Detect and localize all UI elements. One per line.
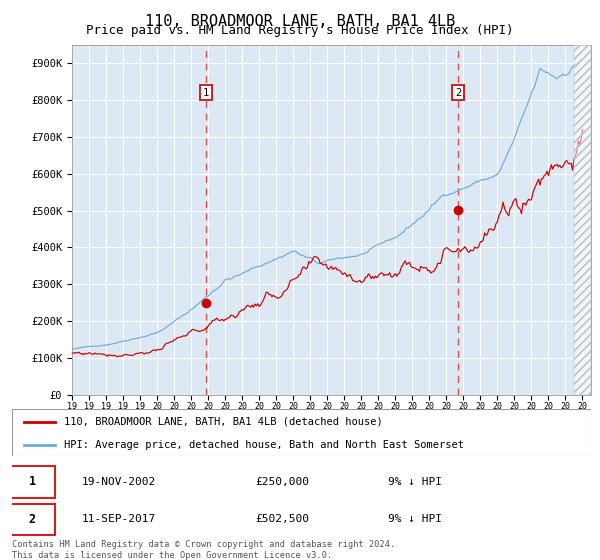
Text: 1: 1	[203, 88, 209, 97]
Polygon shape	[574, 45, 591, 395]
Text: 2: 2	[29, 513, 36, 526]
Text: £502,500: £502,500	[255, 515, 309, 525]
Text: Price paid vs. HM Land Registry's House Price Index (HPI): Price paid vs. HM Land Registry's House …	[86, 24, 514, 37]
FancyBboxPatch shape	[9, 466, 55, 497]
Text: Contains HM Land Registry data © Crown copyright and database right 2024.
This d: Contains HM Land Registry data © Crown c…	[12, 540, 395, 560]
Text: 2: 2	[455, 88, 461, 97]
Text: £250,000: £250,000	[255, 477, 309, 487]
FancyBboxPatch shape	[12, 409, 591, 456]
Text: 19-NOV-2002: 19-NOV-2002	[82, 477, 156, 487]
Text: HPI: Average price, detached house, Bath and North East Somerset: HPI: Average price, detached house, Bath…	[64, 440, 464, 450]
Text: 1: 1	[29, 475, 36, 488]
Text: 9% ↓ HPI: 9% ↓ HPI	[388, 477, 442, 487]
Text: 11-SEP-2017: 11-SEP-2017	[82, 515, 156, 525]
FancyBboxPatch shape	[9, 503, 55, 535]
Text: 110, BROADMOOR LANE, BATH, BA1 4LB (detached house): 110, BROADMOOR LANE, BATH, BA1 4LB (deta…	[64, 417, 383, 427]
Text: 110, BROADMOOR LANE, BATH, BA1 4LB: 110, BROADMOOR LANE, BATH, BA1 4LB	[145, 14, 455, 29]
Text: 9% ↓ HPI: 9% ↓ HPI	[388, 515, 442, 525]
